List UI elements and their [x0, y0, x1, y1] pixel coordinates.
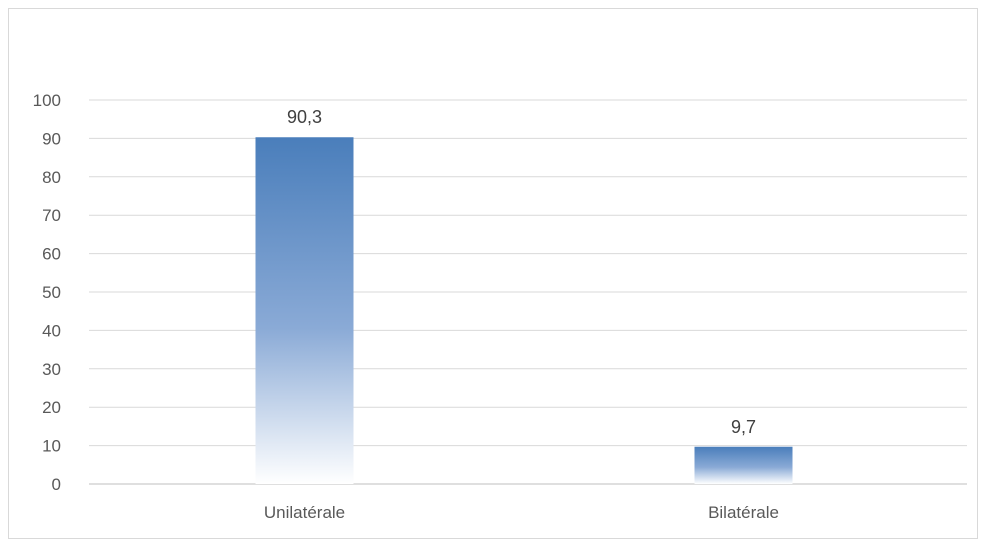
y-tick-label: 100 [33, 91, 61, 110]
y-tick-label: 60 [42, 245, 61, 264]
y-tick-label: 20 [42, 398, 61, 417]
gridlines [89, 99, 967, 485]
data-label-1: 9,7 [731, 417, 756, 437]
bars [255, 137, 793, 485]
y-tick-label: 50 [42, 283, 61, 302]
chart-area: 0 10 20 30 40 50 60 70 80 90 100 90,3 9,7 Unilatéra… [8, 8, 978, 539]
y-tick-label: 90 [42, 129, 61, 148]
y-tick-label: 0 [52, 475, 61, 494]
data-labels: 90,3 9,7 [287, 107, 756, 437]
y-tick-label: 30 [42, 360, 61, 379]
y-tick-label: 80 [42, 168, 61, 187]
bar-1 [694, 446, 793, 484]
y-tick-label: 70 [42, 206, 61, 225]
category-label-0: Unilatérale [264, 503, 345, 522]
x-axis-categories: Unilatérale Bilatérale [264, 503, 779, 522]
category-label-1: Bilatérale [708, 503, 779, 522]
y-tick-label: 10 [42, 437, 61, 456]
y-tick-label: 40 [42, 321, 61, 340]
y-axis-ticks: 0 10 20 30 40 50 60 70 80 90 100 [33, 91, 61, 494]
bar-0 [255, 137, 354, 485]
bar-chart: 0 10 20 30 40 50 60 70 80 90 100 90,3 9,7 Unilatéra… [33, 91, 967, 522]
data-label-0: 90,3 [287, 107, 322, 127]
